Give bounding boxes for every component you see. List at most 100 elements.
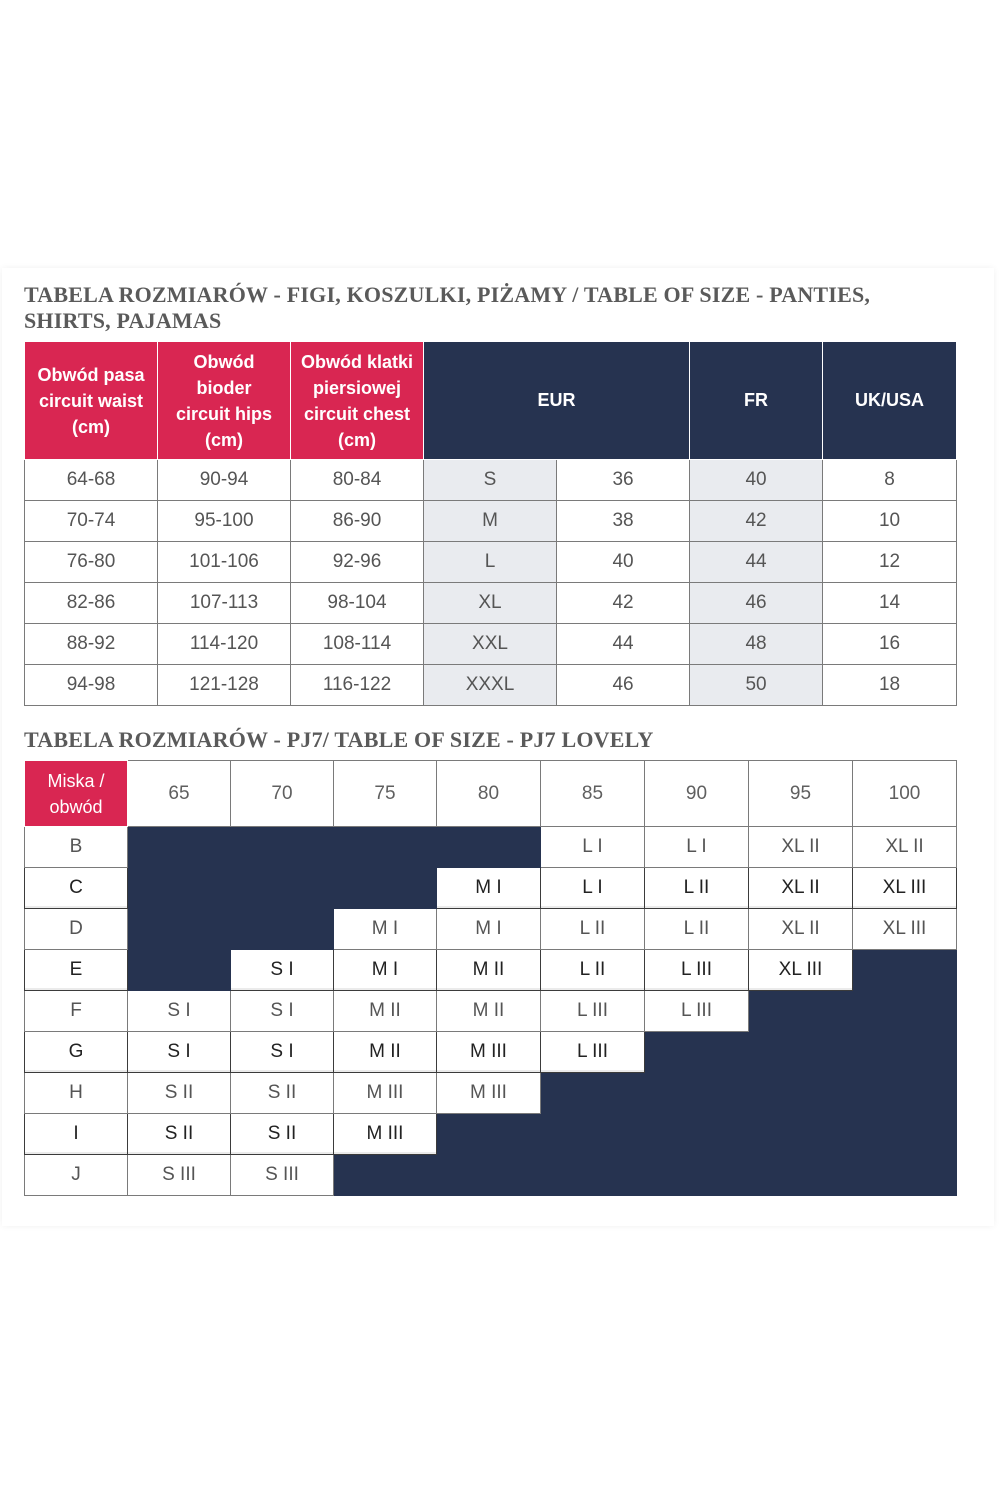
empty-cell — [230, 908, 334, 950]
cell-chest: 108-114 — [290, 623, 424, 665]
header-waist-line: (cm) — [71, 416, 110, 437]
empty-cell — [540, 1072, 645, 1114]
cell-eur-number: 44 — [555, 623, 691, 665]
empty-cell — [230, 867, 334, 909]
cell-waist: 64-68 — [24, 459, 158, 501]
row-label-cup: J — [24, 1154, 128, 1196]
cell-eur-number: 40 — [555, 541, 691, 583]
size-cell: L II — [644, 867, 749, 909]
row-label-cup: C — [24, 867, 128, 909]
size-cell: XL II — [748, 908, 853, 950]
empty-cell — [127, 867, 231, 909]
size-cell: L III — [644, 990, 749, 1032]
cell-eur-letter: XXL — [423, 623, 557, 665]
cell-hips: 90-94 — [157, 459, 291, 501]
size-cell: S II — [230, 1113, 334, 1155]
size-cell: S I — [127, 990, 231, 1032]
empty-cell — [127, 826, 231, 868]
row-label-cup: E — [24, 949, 128, 991]
header-chest-line: (cm) — [337, 429, 376, 450]
size-cell: L II — [644, 908, 749, 950]
empty-cell — [748, 990, 853, 1032]
size-cell: L II — [540, 908, 645, 950]
table-row: 82-86 107-113 98-104 XL 42 46 14 — [24, 582, 958, 624]
size-table-panties: Obwód pasa circuit waist (cm) Obwód biod… — [24, 341, 958, 706]
size-cell: M I — [333, 949, 437, 991]
size-cell: M III — [436, 1031, 541, 1073]
column-header-band: 75 — [333, 760, 437, 827]
size-cell: M III — [333, 1072, 437, 1114]
table1-header-row: Obwód pasa circuit waist (cm) Obwód biod… — [24, 341, 958, 460]
size-cell: L II — [540, 949, 645, 991]
header-waist: Obwód pasa circuit waist (cm) — [24, 341, 158, 460]
size-cell: L III — [540, 990, 645, 1032]
cell-chest: 86-90 — [290, 500, 424, 542]
size-cell: M I — [436, 908, 541, 950]
row-label-cup: F — [24, 990, 128, 1032]
column-header-band: 65 — [127, 760, 231, 827]
cell-ukusa: 18 — [822, 664, 958, 706]
row-label-cup: I — [24, 1113, 128, 1155]
empty-cell — [644, 1154, 749, 1196]
table2-title: TABELA ROZMIARÓW - PJ7/ TABLE OF SIZE - … — [24, 727, 654, 752]
column-header-band: 80 — [436, 760, 541, 827]
header-hips-line: Obwód — [193, 351, 255, 372]
header-chest-line: piersiowej — [312, 377, 402, 398]
empty-cell — [333, 867, 437, 909]
header-chest-line: Obwód klatki — [300, 351, 414, 372]
size-cell: XL II — [748, 826, 853, 868]
header-waist-line: circuit waist — [38, 390, 144, 411]
cell-eur-letter: XL — [423, 582, 557, 624]
cell-fr: 40 — [689, 459, 824, 501]
cell-chest: 80-84 — [290, 459, 424, 501]
column-header-band: 100 — [852, 760, 957, 827]
size-cell: L I — [644, 826, 749, 868]
size-cell: XL III — [748, 949, 853, 991]
column-header-band: 85 — [540, 760, 645, 827]
row-label-cup: G — [24, 1031, 128, 1073]
size-cell: S III — [127, 1154, 231, 1196]
table-row: 88-92 114-120 108-114 XXL 44 48 16 — [24, 623, 958, 665]
cell-eur-letter: S — [423, 459, 557, 501]
cell-hips: 114-120 — [157, 623, 291, 665]
size-cell: L I — [540, 867, 645, 909]
cell-eur-number: 46 — [555, 664, 691, 706]
size-cell: XL III — [852, 908, 957, 950]
header-eur: EUR — [422, 341, 691, 460]
cell-ukusa: 14 — [822, 582, 958, 624]
table-row: 64-68 90-94 80-84 S 36 40 8 — [24, 459, 958, 501]
size-cell: L I — [540, 826, 645, 868]
empty-cell — [852, 990, 957, 1032]
empty-cell — [540, 1154, 645, 1196]
cell-fr: 42 — [689, 500, 824, 542]
size-cell: S I — [230, 1031, 334, 1073]
cell-hips: 121-128 — [157, 664, 291, 706]
empty-cell — [644, 1072, 749, 1114]
cell-ukusa: 12 — [822, 541, 958, 583]
cell-hips: 107-113 — [157, 582, 291, 624]
empty-cell — [230, 826, 334, 868]
cell-ukusa: 10 — [822, 500, 958, 542]
size-cell: M III — [333, 1113, 437, 1155]
header-ukusa: UK/USA — [822, 341, 958, 460]
empty-cell — [436, 826, 541, 868]
cell-fr: 50 — [689, 664, 824, 706]
row-label-cup: B — [24, 826, 128, 868]
empty-cell — [852, 1031, 957, 1073]
size-cell: XL II — [748, 867, 853, 909]
empty-cell — [127, 949, 231, 991]
table1-body: 64-68 90-94 80-84 S 36 40 8 70-74 95-100 86-90 M 38… — [24, 459, 958, 706]
table-row: 70-74 95-100 86-90 M 38 42 10 — [24, 500, 958, 542]
size-cell: M II — [436, 949, 541, 991]
size-cell: S II — [230, 1072, 334, 1114]
table-row: 76-80 101-106 92-96 L 40 44 12 — [24, 541, 958, 583]
column-header-band: 90 — [644, 760, 749, 827]
header-cup-band: Miska / obwód — [24, 760, 128, 827]
cell-chest: 92-96 — [290, 541, 424, 583]
table-row: 94-98 121-128 116-122 XXXL 46 50 18 — [24, 664, 958, 706]
